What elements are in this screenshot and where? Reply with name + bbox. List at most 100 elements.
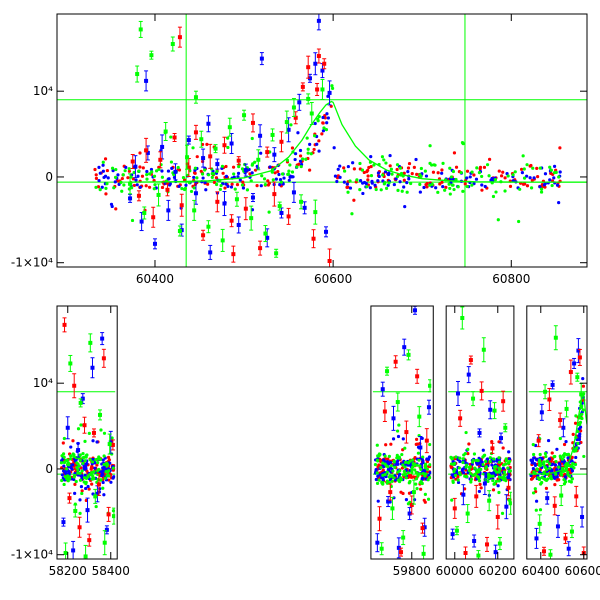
cloud-point-s2-c2 bbox=[451, 480, 455, 484]
cloud-point-s1-c2 bbox=[396, 470, 400, 474]
cloud-point-s0-c2 bbox=[461, 142, 465, 146]
data-point bbox=[236, 158, 241, 163]
data-point bbox=[215, 199, 220, 204]
data-point bbox=[85, 508, 90, 513]
cloud-point-s0-c2 bbox=[358, 161, 362, 166]
cloud-point-s1-c0 bbox=[407, 474, 411, 478]
cloud-point-s0-c2 bbox=[384, 186, 389, 190]
cloud-point-s3-c2 bbox=[553, 454, 557, 459]
cloud-point-s0-c2 bbox=[181, 176, 186, 180]
cloud-point-s0-c1 bbox=[406, 170, 410, 174]
y-tick-label: -1×10⁴ bbox=[11, 548, 53, 562]
data-point bbox=[293, 115, 298, 120]
cloud-point-s0-c2 bbox=[313, 134, 317, 138]
data-point bbox=[575, 375, 580, 380]
data-point bbox=[243, 168, 248, 173]
cloud-point-s0-c1 bbox=[383, 170, 388, 174]
cloud-point-s3-c2 bbox=[548, 462, 552, 466]
cloud-point-s1-c2 bbox=[423, 466, 428, 470]
cloud-point-s0-c2 bbox=[89, 473, 94, 477]
cloud-point-s3-c2 bbox=[539, 482, 543, 486]
cloud-point-s0-c0 bbox=[120, 176, 124, 181]
cloud-point-s0-c1 bbox=[548, 178, 552, 182]
cloud-point-s0-c1 bbox=[351, 161, 355, 165]
cloud-point-s0-c0 bbox=[231, 165, 236, 169]
data-point bbox=[272, 152, 277, 157]
cloud-point-s1-c2 bbox=[373, 462, 378, 467]
cloud-point-s0-c0 bbox=[366, 174, 370, 178]
cloud-point-s0-c2 bbox=[81, 452, 85, 456]
data-point bbox=[177, 35, 182, 40]
cloud-point-s0-c1 bbox=[85, 462, 89, 466]
data-point bbox=[316, 18, 321, 23]
cloud-point-s3-c1 bbox=[535, 457, 539, 461]
data-point bbox=[409, 502, 414, 507]
cloud-point-s2-c1 bbox=[461, 467, 465, 471]
x-tick-label: 60600 bbox=[314, 272, 352, 286]
data-point bbox=[563, 536, 568, 541]
cloud-point-s2-c2 bbox=[492, 465, 497, 469]
cloud-point-s0-c2 bbox=[317, 114, 321, 119]
cloud-point-s0-c1 bbox=[317, 149, 321, 153]
cloud-point-s0-c2 bbox=[288, 163, 292, 167]
cloud-point-s0-c1 bbox=[538, 185, 542, 189]
cloud-point-s0-c2 bbox=[382, 158, 386, 162]
data-point bbox=[250, 120, 255, 125]
plot-frame bbox=[56, 305, 118, 560]
cloud-point-s0-c2 bbox=[160, 175, 164, 179]
cloud-point-s0-c0 bbox=[431, 170, 436, 174]
y-tick-label: 0 bbox=[45, 170, 53, 184]
data-point bbox=[286, 127, 291, 132]
cloud-point-s0-c1 bbox=[394, 177, 398, 181]
cloud-point-s0-c2 bbox=[215, 169, 219, 174]
cloud-point-s0-c0 bbox=[103, 157, 108, 161]
cloud-point-s0-c2 bbox=[110, 166, 115, 170]
cloud-point-s0-c1 bbox=[86, 484, 90, 489]
cloud-point-s3-c2 bbox=[571, 462, 575, 466]
data-point bbox=[574, 494, 579, 499]
cloud-point-s0-c0 bbox=[440, 180, 444, 184]
data-point bbox=[300, 84, 305, 89]
cloud-point-s2-c2 bbox=[500, 511, 505, 516]
data-point bbox=[213, 146, 218, 151]
cloud-point-s0-c2 bbox=[389, 167, 394, 171]
cloud-point-s0-c1 bbox=[543, 172, 548, 176]
cloud-point-s3-c2 bbox=[545, 459, 549, 463]
data-point bbox=[306, 96, 311, 101]
cloud-point-s1-c0 bbox=[400, 466, 405, 470]
data-point bbox=[98, 412, 103, 417]
cloud-point-s0-c2 bbox=[78, 511, 82, 516]
cloud-point-s0-c2 bbox=[66, 474, 70, 478]
data-point bbox=[501, 399, 506, 404]
cloud-point-s1-c1 bbox=[396, 459, 400, 463]
cloud-point-s2-c2 bbox=[472, 452, 477, 456]
data-point bbox=[506, 485, 511, 490]
cloud-point-s0-c1 bbox=[348, 186, 353, 190]
cloud-point-s0-c2 bbox=[87, 431, 91, 435]
cloud-point-s0-c2 bbox=[226, 136, 230, 140]
cloud-point-s0-c2 bbox=[430, 163, 434, 167]
cloud-point-s0-c0 bbox=[519, 167, 524, 171]
cloud-point-s2-c2 bbox=[474, 458, 479, 463]
cloud-point-s2-c2 bbox=[468, 472, 473, 476]
cloud-point-s3-c2 bbox=[535, 468, 540, 472]
cloud-point-s3-c2 bbox=[543, 451, 548, 456]
cloud-point-s2-c1 bbox=[507, 473, 511, 477]
cloud-point-s0-c1 bbox=[364, 181, 368, 186]
cloud-point-s0-c2 bbox=[210, 172, 214, 176]
cloud-point-s1-c1 bbox=[381, 477, 385, 481]
data-point bbox=[399, 550, 404, 555]
cloud-point-s0-c2 bbox=[94, 504, 98, 509]
cloud-point-s0-c2 bbox=[119, 180, 123, 184]
cloud-point-s0-c1 bbox=[376, 179, 380, 183]
data-point bbox=[156, 192, 161, 197]
cloud-point-s0-c1 bbox=[422, 185, 426, 190]
cloud-point-s1-c2 bbox=[406, 460, 411, 465]
cloud-point-s3-c1 bbox=[547, 457, 551, 461]
x-tick-label: 60000 bbox=[436, 564, 474, 578]
cloud-point-s0-c2 bbox=[114, 167, 118, 172]
y-tick-label: 0 bbox=[45, 462, 53, 476]
cloud-point-s0-c2 bbox=[459, 170, 463, 175]
cloud-point-s0-c2 bbox=[447, 182, 451, 186]
cloud-point-s2-c1 bbox=[490, 471, 494, 476]
